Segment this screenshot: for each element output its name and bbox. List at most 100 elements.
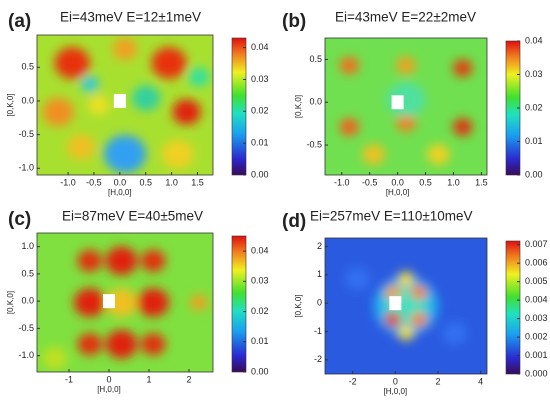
masked-center — [114, 94, 126, 108]
panel-title: Ei=87meV E=40±5meV — [62, 209, 203, 224]
intensity-blob — [396, 57, 415, 74]
x-tick-label: 0 — [393, 376, 398, 386]
x-tick-label: 0.5 — [419, 177, 432, 187]
colorbar-tick-label: 0.03 — [251, 74, 269, 84]
panel-label: (a) — [8, 11, 31, 32]
x-tick-label: 4 — [478, 376, 483, 386]
y-tick-label: 0.0 — [21, 95, 34, 105]
intensity-blob — [42, 98, 74, 127]
intensity-map — [325, 38, 487, 175]
colorbar-tick-label: 0.005 — [525, 276, 548, 286]
intensity-blob — [344, 267, 370, 290]
x-tick-label: -1 — [65, 374, 73, 384]
intensity-map — [37, 233, 213, 372]
y-tick-label: -2 — [314, 354, 322, 364]
y-tick-label: 1 — [317, 269, 322, 279]
colorbar — [232, 236, 246, 372]
colorbar — [232, 38, 246, 175]
intensity-blob — [141, 250, 166, 272]
intensity-blob — [104, 135, 146, 173]
colorbar-tick-label: 0.000 — [525, 368, 548, 378]
y-axis-label: [0,K,0] — [6, 93, 15, 116]
y-tick-label: -1.0 — [18, 350, 34, 360]
x-tick-label: 1.5 — [191, 177, 204, 187]
intensity-blob — [190, 295, 208, 311]
colorbar-tick-label: 0.00 — [525, 169, 543, 179]
intensity-blob — [132, 85, 160, 110]
intensity-blob — [42, 347, 67, 369]
x-tick-label: 0.5 — [139, 177, 152, 187]
colorbar-tick-label: 0.03 — [251, 276, 269, 286]
masked-center — [389, 296, 401, 310]
intensity-blob — [385, 312, 401, 327]
colorbar-tick-label: 0.007 — [525, 239, 548, 249]
x-tick-label: 2 — [186, 374, 191, 384]
y-tick-label: 0.0 — [309, 97, 322, 107]
x-tick-label: 2 — [435, 376, 440, 386]
intensity-blob — [141, 333, 166, 355]
intensity-blob — [55, 47, 90, 79]
panel-title: Ei=43meV E=12±1meV — [60, 10, 201, 25]
x-tick-label: -0.5 — [362, 177, 378, 187]
y-tick-label: 0.5 — [21, 62, 34, 72]
x-tick-label: 0 — [106, 374, 111, 384]
y-tick-label: 0 — [317, 298, 322, 308]
intensity-blob — [362, 144, 385, 164]
panel-title: Ei=257meV E=110±10meV — [310, 209, 473, 224]
panel-label: (d) — [282, 211, 306, 232]
x-tick-label: 1.0 — [165, 177, 178, 187]
x-tick-label: 1.5 — [475, 177, 488, 187]
panel-label: (b) — [282, 11, 306, 32]
y-tick-label: -1 — [314, 326, 322, 336]
colorbar-tick-label: 0.02 — [251, 106, 269, 116]
x-axis-label: [H,0,0] — [386, 188, 410, 197]
y-tick-label: -1.0 — [18, 163, 34, 173]
masked-center — [103, 294, 115, 308]
panel-title: Ei=43meV E=22±2meV — [335, 10, 476, 25]
colorbar-tick-label: 0.003 — [525, 313, 548, 323]
colorbar-tick-label: 0.01 — [525, 136, 543, 146]
x-tick-label: 1 — [146, 374, 151, 384]
colorbar-tick-label: 0.02 — [251, 306, 269, 316]
x-axis-label: [H,0,0] — [97, 385, 121, 394]
colorbar-tick-label: 0.00 — [251, 366, 269, 376]
colorbar-tick-label: 0.03 — [525, 69, 543, 79]
x-tick-label: 0.0 — [114, 177, 127, 187]
intensity-blob — [411, 312, 427, 327]
intensity-blob — [453, 59, 472, 76]
colorbar-tick-label: 0.01 — [251, 336, 269, 346]
masked-center — [392, 95, 404, 109]
intensity-blob — [427, 144, 450, 164]
intensity-blob — [113, 38, 138, 60]
intensity-blob — [88, 95, 109, 114]
intensity-blob — [106, 247, 138, 276]
colorbar-tick-label: 0.00 — [251, 169, 269, 179]
y-tick-label: -0.5 — [18, 129, 34, 139]
x-axis-label: [H,0,0] — [108, 188, 132, 197]
x-tick-label: -2 — [349, 376, 357, 386]
y-tick-label: -0.5 — [306, 139, 322, 149]
y-tick-label: 0.5 — [21, 268, 34, 278]
intensity-blob — [81, 76, 99, 92]
y-tick-label: -0.5 — [18, 323, 34, 333]
intensity-blob — [77, 333, 102, 355]
intensity-blob — [162, 140, 194, 169]
y-tick-label: 0.5 — [309, 54, 322, 64]
x-tick-label: -0.5 — [86, 177, 102, 187]
intensity-blob — [77, 250, 102, 272]
colorbar-tick-label: 0.004 — [525, 294, 548, 304]
y-axis-label: [0,K,0] — [294, 294, 303, 317]
colorbar-tick-label: 0.006 — [525, 258, 548, 268]
intensity-blob — [173, 99, 201, 124]
y-tick-label: 0.0 — [21, 296, 34, 306]
figure: -1.0 -0.5 0.0 0.5 1.0 1.5 0.5 0.0 -0.5 -1.0 [H,0,0… — [0, 0, 550, 403]
colorbar-tick-label: 0.04 — [525, 35, 543, 45]
panel-label: (c) — [8, 209, 31, 230]
colorbar-tick-label: 0.001 — [525, 350, 548, 360]
intensity-blob — [442, 322, 468, 345]
intensity-blob — [453, 118, 472, 135]
x-tick-label: 1.0 — [447, 177, 460, 187]
intensity-blob — [398, 326, 414, 341]
intensity-blob — [106, 330, 138, 359]
y-axis-label: [0,K,0] — [294, 95, 303, 118]
